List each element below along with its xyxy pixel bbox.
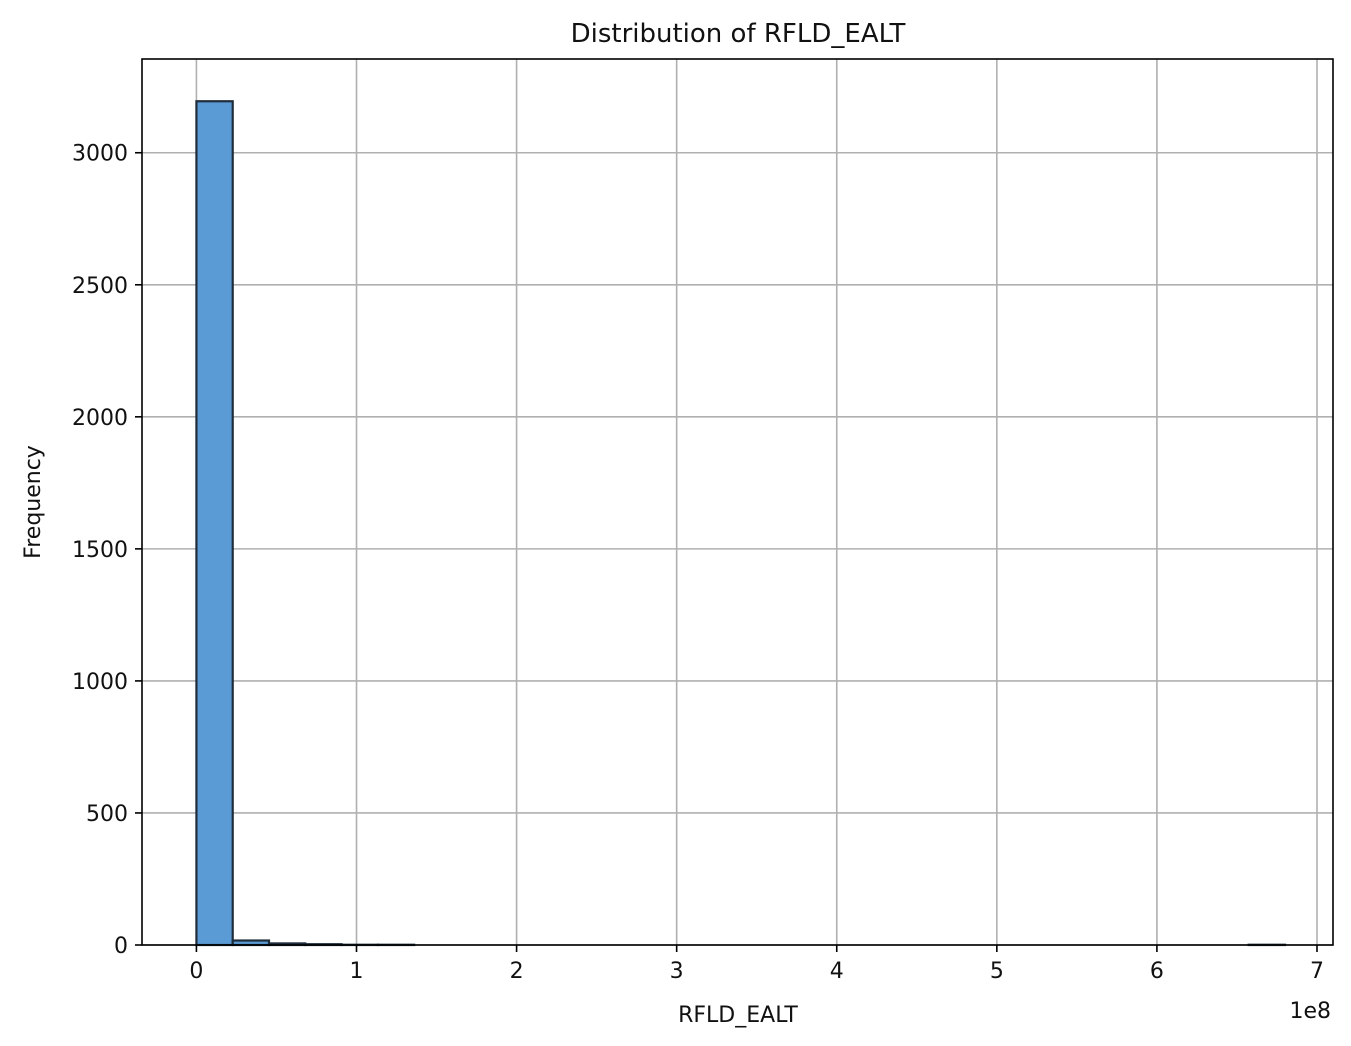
x-tick-label: 0 — [189, 959, 203, 984]
y-tick-label: 1500 — [72, 538, 128, 563]
x-tick-label: 4 — [830, 959, 844, 984]
x-axis-offset-text: 1e8 — [1289, 999, 1331, 1024]
x-tick-label: 3 — [670, 959, 684, 984]
y-axis-label: Frequency — [21, 445, 46, 559]
histogram-bars — [195, 100, 1287, 947]
x-tick-label: 5 — [990, 959, 1004, 984]
y-tick-label: 500 — [86, 802, 128, 827]
x-tick-label: 6 — [1150, 959, 1164, 984]
x-tick-label: 7 — [1310, 959, 1324, 984]
x-ticks: 0 1 2 3 4 5 6 7 — [189, 945, 1324, 984]
chart-title: Distribution of RFLD_EALT — [571, 19, 906, 49]
y-tick-label: 2000 — [72, 406, 128, 431]
y-ticks: 0 500 1000 1500 2000 2500 3000 — [72, 142, 142, 959]
x-tick-label: 1 — [350, 959, 364, 984]
y-tick-label: 3000 — [72, 142, 128, 167]
x-axis-label: RFLD_EALT — [678, 1003, 798, 1028]
x-tick-label: 2 — [510, 959, 524, 984]
plot-area-background — [142, 59, 1333, 945]
y-tick-label: 0 — [114, 934, 128, 959]
plot-frame — [141, 58, 1334, 946]
y-tick-label: 2500 — [72, 274, 128, 299]
histogram-bar — [195, 100, 234, 947]
y-tick-label: 1000 — [72, 670, 128, 695]
